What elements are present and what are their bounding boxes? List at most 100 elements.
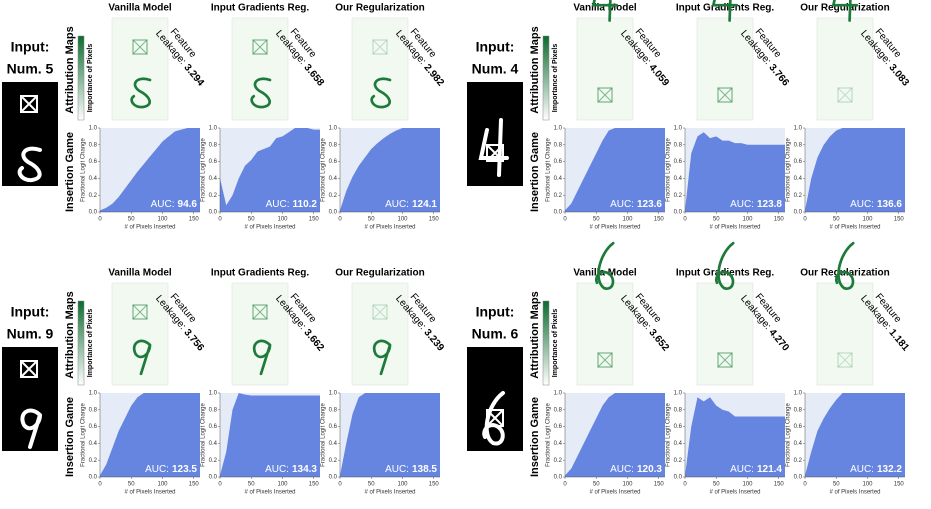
- leakage-value: 4.059: [647, 62, 672, 89]
- y-tick-label: 0.8: [794, 407, 803, 413]
- row-label: Attribution Maps: [64, 26, 76, 113]
- chart-title: Our Regularization: [335, 268, 424, 279]
- y-tick-label: 1.0: [554, 126, 563, 132]
- map-trigger: [252, 39, 268, 55]
- auc-value: 123.6: [637, 199, 662, 210]
- y-tick-label: 0.4: [674, 176, 683, 182]
- x-tick-label: 150: [189, 217, 200, 223]
- y-tick-label: 0.0: [794, 210, 803, 216]
- map-digit: [132, 339, 152, 376]
- digit-stroke: [20, 408, 42, 449]
- x-tick-label: 50: [593, 217, 600, 223]
- y-tick-label: 0.6: [554, 159, 563, 165]
- input-image: [2, 347, 58, 451]
- auc-label: AUC:: [850, 199, 874, 210]
- map-cross: [597, 87, 613, 103]
- x-tick-label: 0: [338, 217, 342, 223]
- y-tick-label: 0.0: [554, 475, 563, 481]
- input-label: Input:: [476, 304, 515, 320]
- auc-annotation: AUC: 121.4: [730, 464, 782, 475]
- y-tick-label: 0.6: [674, 159, 683, 165]
- row-label: Insertion Game: [64, 132, 76, 212]
- map-cross: [597, 352, 613, 368]
- attribution-map: [696, 282, 754, 386]
- trigger-box: [20, 95, 38, 113]
- x-tick-label: 0: [683, 482, 687, 488]
- x-axis-label: # of Pixels Inserted: [244, 490, 295, 496]
- digit-label: Num. 5: [7, 61, 54, 77]
- chart-title: Our Regularization: [800, 3, 889, 14]
- y-tick-label: 0.8: [794, 142, 803, 148]
- x-axis-label: # of Pixels Inserted: [364, 225, 415, 231]
- y-tick-label: 0.2: [674, 193, 683, 199]
- y-tick-label: 0.2: [89, 193, 98, 199]
- auc-label: AUC:: [850, 464, 874, 475]
- digit-label: Num. 4: [472, 61, 519, 77]
- x-tick-label: 0: [803, 217, 807, 223]
- attribution-map: [351, 282, 409, 386]
- map-cross: [717, 87, 733, 103]
- x-tick-label: 150: [774, 482, 785, 488]
- y-tick-label: 0.0: [209, 210, 218, 216]
- attribution-map: [111, 17, 169, 121]
- y-tick-label: 0.8: [89, 407, 98, 413]
- colorbar: [542, 35, 550, 121]
- auc-annotation: AUC: 123.6: [610, 199, 662, 210]
- x-tick-label: 50: [368, 482, 375, 488]
- map-trigger: [837, 352, 853, 368]
- y-tick-label: 1.0: [554, 391, 563, 397]
- auc-value: 134.3: [292, 464, 317, 475]
- x-tick-label: 0: [563, 482, 567, 488]
- x-tick-label: 100: [862, 217, 873, 223]
- y-tick-label: 0.0: [674, 475, 683, 481]
- row-label: Insertion Game: [64, 397, 76, 477]
- colorbar-label: Importance of Pixels: [87, 309, 94, 378]
- row-label: Attribution Maps: [529, 26, 541, 113]
- map-digit: [252, 339, 272, 376]
- x-tick-label: 0: [218, 482, 222, 488]
- chart-title: Vanilla Model: [108, 3, 172, 14]
- trigger-box: [20, 360, 38, 378]
- map-digit: [715, 241, 735, 290]
- y-tick-label: 0.0: [554, 210, 563, 216]
- y-tick-label: 0.8: [89, 142, 98, 148]
- auc-value: 123.8: [757, 199, 782, 210]
- attribution-map: [816, 282, 874, 386]
- y-tick-label: 0.2: [329, 193, 338, 199]
- x-tick-label: 150: [894, 482, 905, 488]
- chart-title: Vanilla Model: [573, 3, 637, 14]
- x-tick-label: 100: [277, 217, 288, 223]
- leakage-value: 2.982: [422, 62, 447, 89]
- y-tick-label: 0.8: [209, 142, 218, 148]
- input-image: [467, 82, 523, 186]
- y-tick-label: 0.2: [89, 458, 98, 464]
- map-digit: [250, 77, 272, 109]
- y-tick-label: 0.4: [209, 441, 218, 447]
- x-tick-label: 50: [368, 217, 375, 223]
- attribution-map: [111, 282, 169, 386]
- y-axis-label: Fractional Logit Change: [666, 137, 672, 201]
- x-tick-label: 0: [218, 217, 222, 223]
- y-tick-label: 0.8: [674, 407, 683, 413]
- x-tick-label: 150: [189, 482, 200, 488]
- area: [100, 393, 200, 477]
- x-tick-label: 0: [98, 482, 102, 488]
- attribution-map: [351, 17, 409, 121]
- panel: Input: Num. 9 Attribution Maps Insertion Ga…: [2, 268, 447, 496]
- y-tick-label: 0.8: [554, 407, 563, 413]
- auc-label: AUC:: [385, 464, 409, 475]
- y-tick-label: 0.2: [554, 458, 563, 464]
- leakage-value: 3.756: [182, 327, 207, 354]
- leakage-value: 4.270: [767, 327, 792, 354]
- y-axis-label: Fractional Logit Change: [546, 137, 552, 201]
- map-trigger: [837, 87, 853, 103]
- chart-title: Our Regularization: [335, 3, 424, 14]
- input-label: Input:: [476, 39, 515, 55]
- x-tick-label: 100: [742, 482, 753, 488]
- y-tick-label: 0.4: [89, 441, 98, 447]
- x-axis-label: # of Pixels Inserted: [244, 225, 295, 231]
- x-tick-label: 50: [128, 217, 135, 223]
- area: [340, 128, 440, 212]
- area: [565, 393, 665, 477]
- y-tick-label: 0.2: [554, 193, 563, 199]
